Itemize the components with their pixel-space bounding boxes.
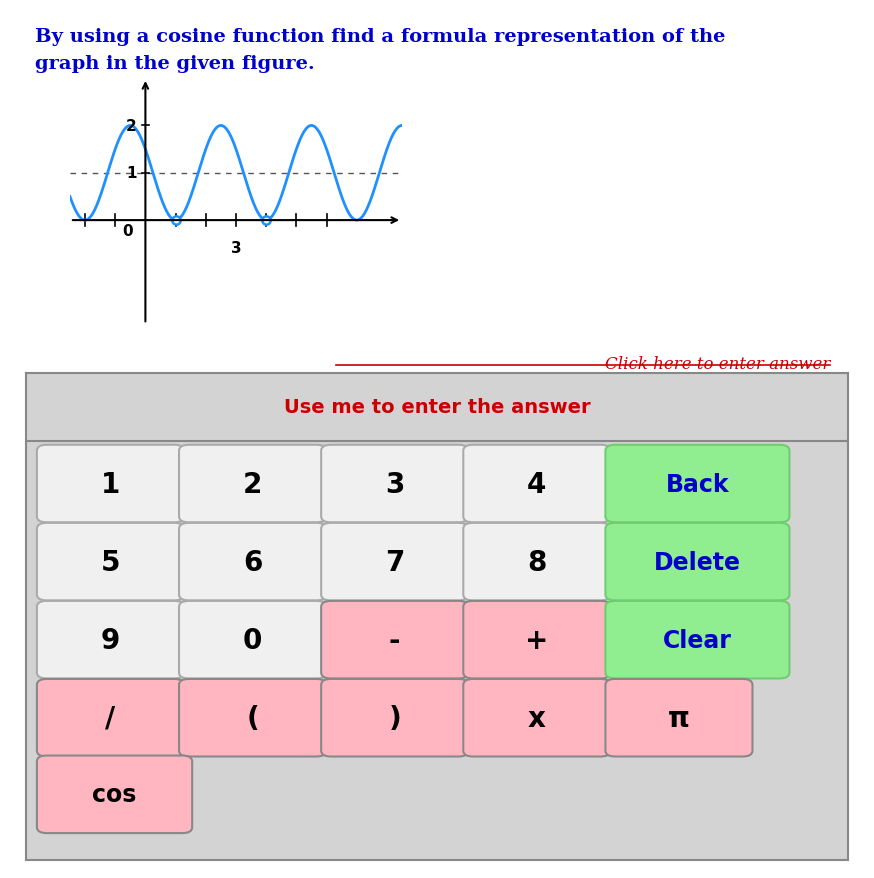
Text: Delete: Delete [654, 550, 741, 574]
FancyBboxPatch shape [321, 680, 468, 757]
FancyBboxPatch shape [606, 445, 789, 522]
FancyBboxPatch shape [179, 523, 326, 601]
FancyBboxPatch shape [37, 523, 184, 601]
FancyBboxPatch shape [463, 680, 610, 757]
Text: 7: 7 [385, 548, 405, 576]
FancyBboxPatch shape [321, 523, 468, 601]
Text: 3: 3 [385, 470, 405, 498]
Text: Clear: Clear [663, 628, 732, 652]
Text: 4: 4 [527, 470, 546, 498]
Text: 0: 0 [243, 626, 262, 654]
Text: -: - [389, 626, 400, 654]
FancyBboxPatch shape [179, 680, 326, 757]
Text: ): ) [388, 704, 401, 732]
Text: +: + [525, 626, 549, 654]
FancyBboxPatch shape [463, 445, 610, 522]
Text: 8: 8 [527, 548, 546, 576]
Text: graph in the given figure.: graph in the given figure. [35, 55, 315, 73]
FancyBboxPatch shape [37, 756, 192, 833]
FancyBboxPatch shape [463, 601, 610, 679]
Text: Use me to enter the answer: Use me to enter the answer [284, 398, 590, 417]
Text: Back: Back [666, 472, 729, 496]
Text: 5: 5 [101, 548, 121, 576]
Text: π: π [668, 704, 690, 732]
Text: 9: 9 [101, 626, 120, 654]
FancyBboxPatch shape [37, 680, 184, 757]
FancyBboxPatch shape [463, 523, 610, 601]
FancyBboxPatch shape [37, 445, 184, 522]
Text: 2: 2 [126, 119, 137, 133]
Text: 1: 1 [101, 470, 120, 498]
FancyBboxPatch shape [606, 680, 753, 757]
Text: x: x [528, 704, 545, 732]
Text: 6: 6 [243, 548, 262, 576]
FancyBboxPatch shape [179, 601, 326, 679]
FancyBboxPatch shape [321, 445, 468, 522]
FancyBboxPatch shape [321, 601, 468, 679]
FancyBboxPatch shape [606, 601, 789, 679]
Text: 0: 0 [122, 224, 134, 239]
Text: Click here to enter answer: Click here to enter answer [605, 356, 830, 372]
Text: 3: 3 [231, 241, 241, 255]
FancyBboxPatch shape [179, 445, 326, 522]
Text: 1: 1 [127, 166, 137, 181]
Text: (: ( [246, 704, 259, 732]
Text: /: / [106, 704, 115, 732]
Text: cos: cos [93, 782, 136, 806]
Text: 2: 2 [243, 470, 262, 498]
FancyBboxPatch shape [37, 601, 184, 679]
Text: By using a cosine function find a formula representation of the: By using a cosine function find a formul… [35, 28, 725, 46]
FancyBboxPatch shape [606, 523, 789, 601]
